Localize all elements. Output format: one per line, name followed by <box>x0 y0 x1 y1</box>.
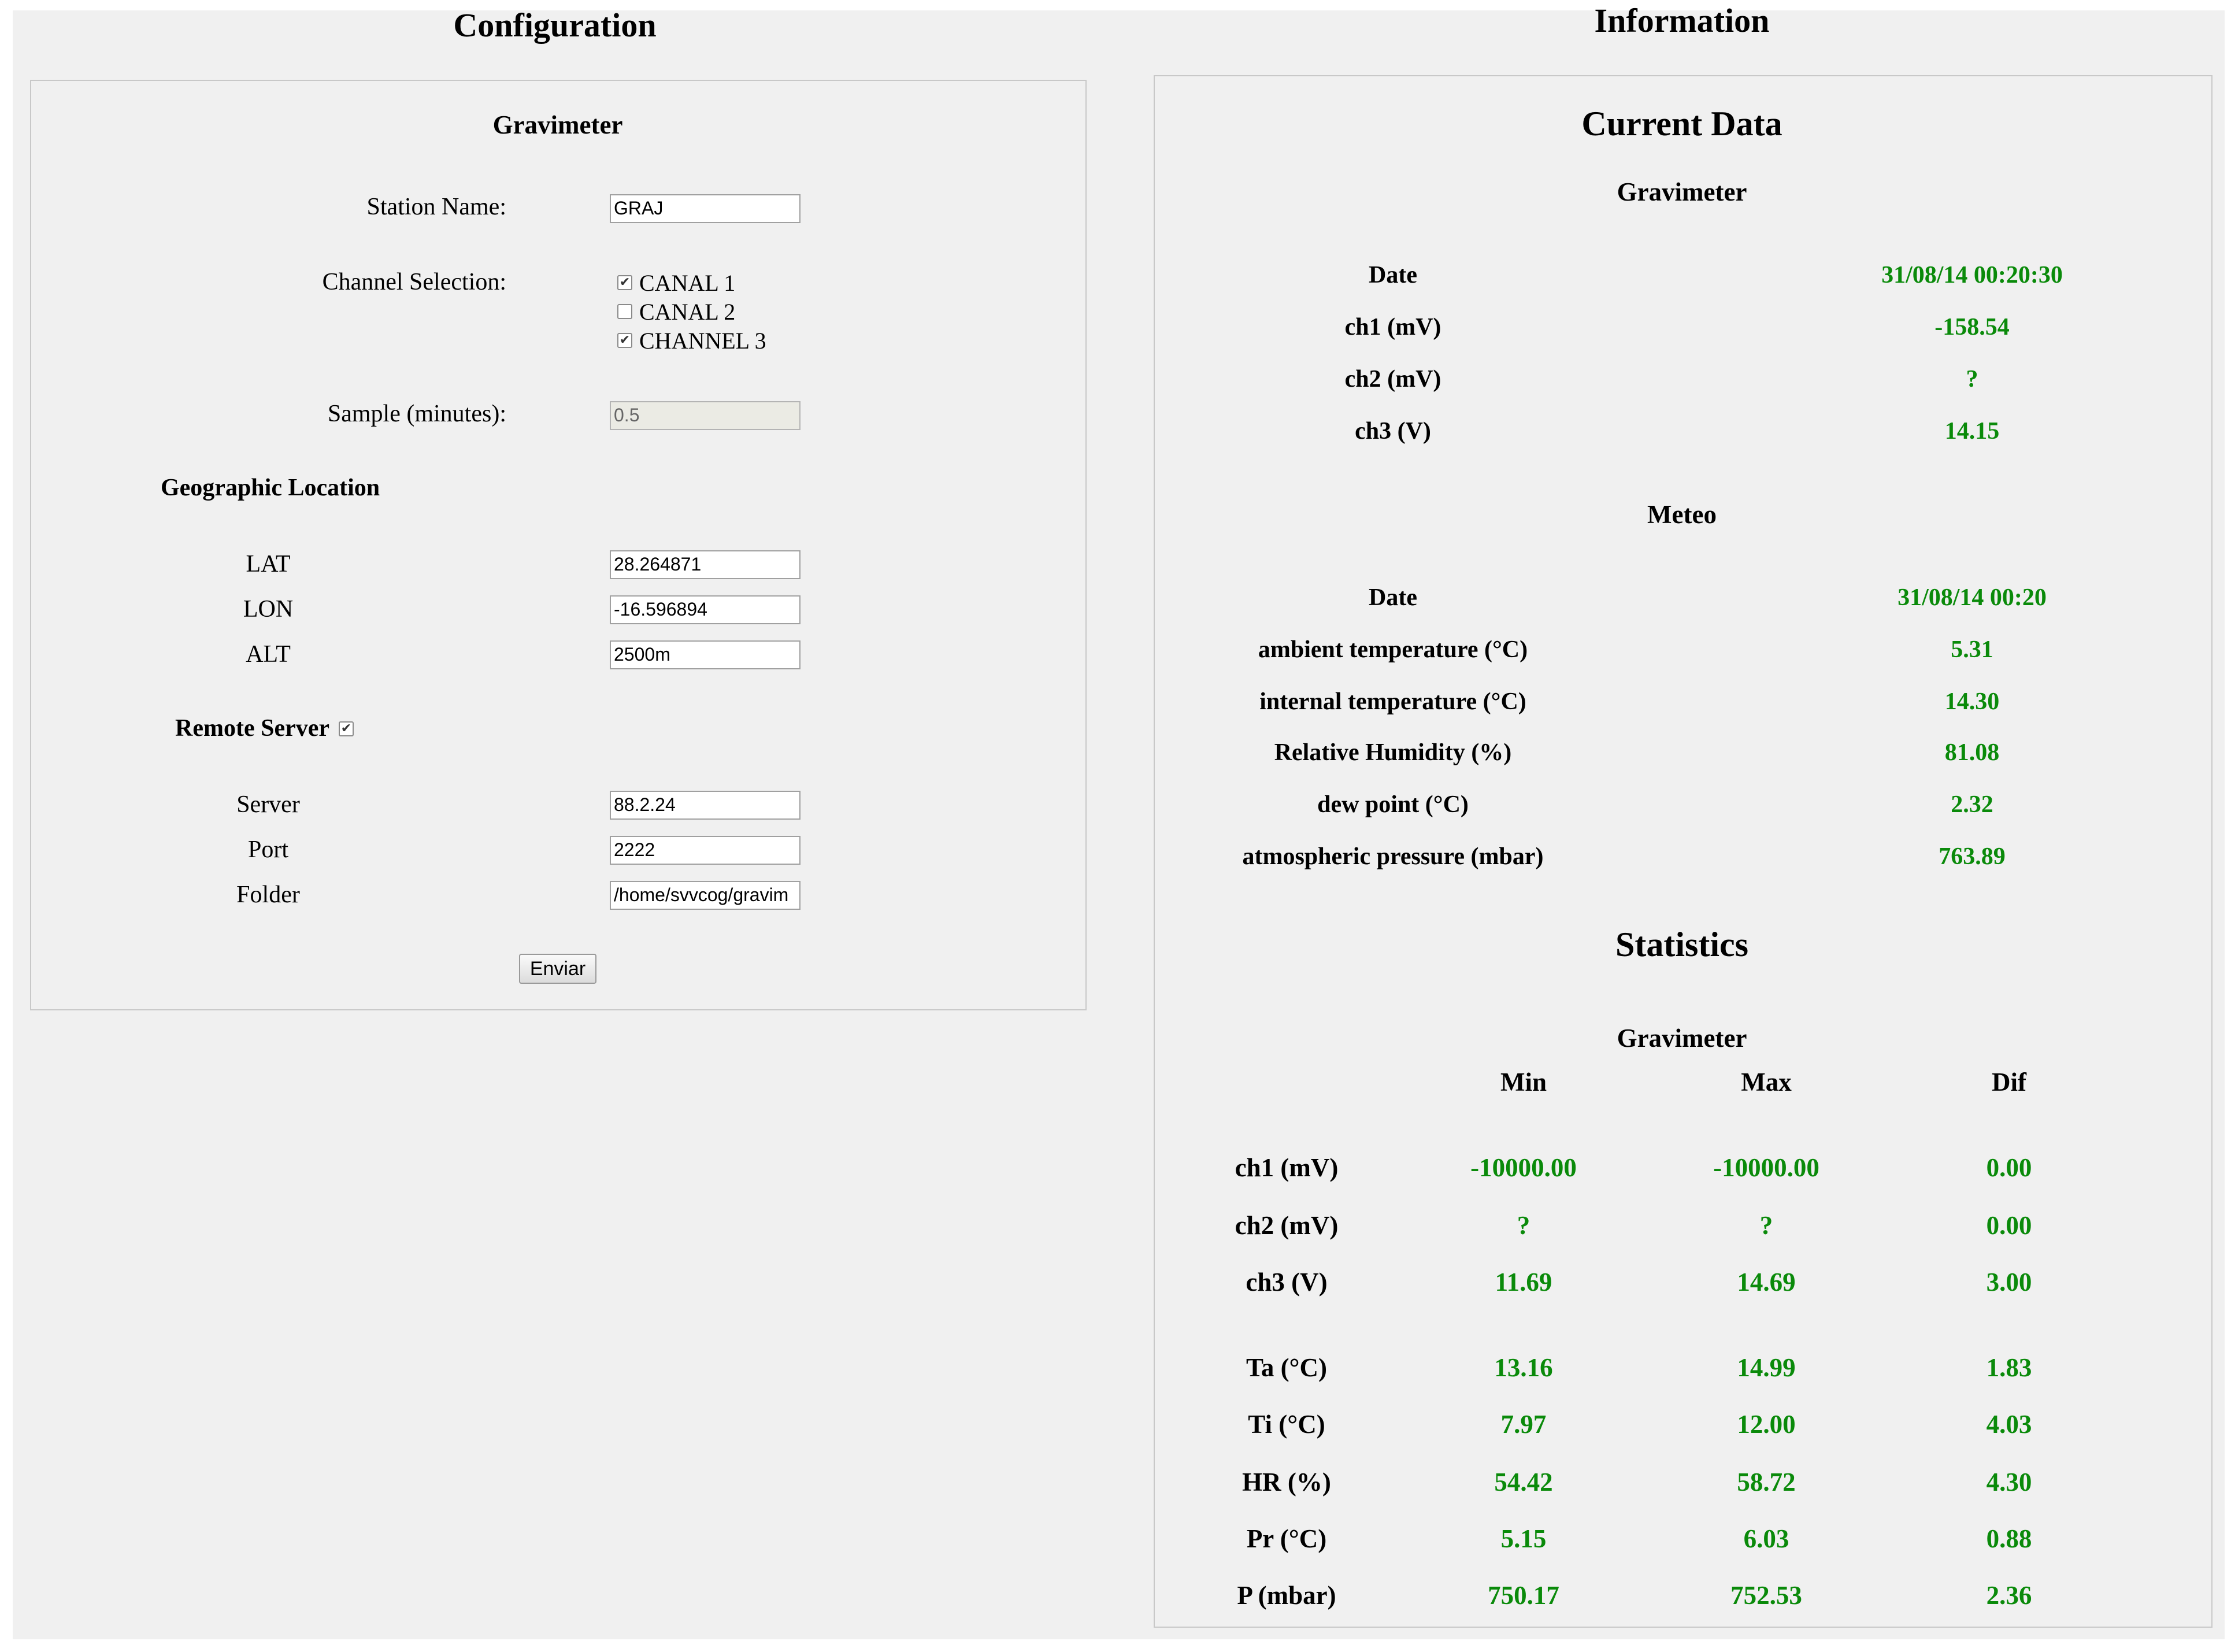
stats-row-min: 750.17 <box>1488 1581 1559 1610</box>
meteo-row-label: Relative Humidity (%) <box>1274 739 1512 766</box>
meteo-row-value: 5.31 <box>1951 636 1993 663</box>
stats-row-max: -10000.00 <box>1713 1153 1819 1182</box>
stats-row-dif: 2.36 <box>1986 1581 2032 1610</box>
stats-row-max: 14.99 <box>1737 1353 1796 1382</box>
stats-row-min: 54.42 <box>1494 1468 1553 1497</box>
stats-row-label: Ta (°C) <box>1246 1353 1328 1382</box>
stats-row-label: ch1 (mV) <box>1235 1153 1339 1182</box>
remote-server-checkbox[interactable]: ✔ <box>339 721 354 736</box>
meteo-row-value: 2.32 <box>1951 791 1993 818</box>
station-name-input[interactable]: GRAJ <box>610 194 801 223</box>
stats-row-max: 14.69 <box>1737 1268 1796 1297</box>
port-label: Port <box>247 836 288 863</box>
channel-label: CHANNEL 3 <box>639 328 766 354</box>
stats-row-label: Pr (°C) <box>1246 1524 1327 1553</box>
stats-row-max: 58.72 <box>1737 1468 1796 1497</box>
meteo-row-value: 14.30 <box>1944 688 2000 715</box>
page-background <box>13 10 2225 1639</box>
configuration-heading: Configuration <box>453 6 657 44</box>
lat-label: LAT <box>246 551 291 577</box>
gravimeter-row-value: 31/08/14 00:20:30 <box>1881 262 2063 288</box>
stats-row-dif: 1.83 <box>1986 1353 2032 1382</box>
stats-row-max: 6.03 <box>1743 1524 1789 1553</box>
geographic-location-title: Geographic Location <box>161 475 380 501</box>
stats-row-label: ch2 (mV) <box>1235 1211 1339 1240</box>
stats-row-max: 12.00 <box>1737 1410 1796 1439</box>
meteo-row-value: 763.89 <box>1939 843 2006 870</box>
current-data-title: Current Data <box>1581 105 1782 143</box>
channel-checkbox[interactable]: ✔ <box>617 333 632 348</box>
stats-row-min: 11.69 <box>1495 1268 1552 1297</box>
gravimeter-row-label: Date <box>1369 262 1417 288</box>
channel-checkbox[interactable] <box>617 304 632 319</box>
gravimeter-row-label: ch1 (mV) <box>1344 314 1441 340</box>
stats-row-min: 7.97 <box>1500 1410 1547 1439</box>
lon-label: LON <box>243 596 294 623</box>
stats-row-max: ? <box>1759 1211 1773 1240</box>
information-panel <box>1154 75 2213 1628</box>
gravimeter-row-value: -158.54 <box>1934 314 2010 340</box>
gravimeter-row-value: ? <box>1966 366 1978 392</box>
lon-input[interactable]: -16.596894 <box>610 595 801 624</box>
meteo-row-value: 31/08/14 00:20 <box>1898 584 2047 611</box>
stats-header-dif: Dif <box>1992 1068 2026 1097</box>
stats-row-label: Ti (°C) <box>1248 1410 1325 1439</box>
meteo-row-value: 81.08 <box>1944 739 2000 766</box>
server-label: Server <box>236 791 300 818</box>
stats-row-label: P (mbar) <box>1237 1581 1336 1610</box>
stats-row-dif: 4.03 <box>1986 1410 2032 1439</box>
stats-row-min: 13.16 <box>1494 1353 1553 1382</box>
channel-label: CANAL 1 <box>639 270 736 296</box>
stats-header-max: Max <box>1741 1068 1792 1097</box>
gravimeter-row-label: ch2 (mV) <box>1344 366 1441 392</box>
stats-row-dif: 0.00 <box>1986 1211 2032 1240</box>
channel-checkbox[interactable]: ✔ <box>617 275 632 290</box>
channel-label: CANAL 2 <box>639 299 736 325</box>
stats-row-label: HR (%) <box>1242 1468 1331 1497</box>
sample-input[interactable]: 0.5 <box>610 401 801 430</box>
config-gravimeter-title: Gravimeter <box>492 110 623 139</box>
sample-label: Sample (minutes): <box>327 401 506 427</box>
stats-row-dif: 3.00 <box>1986 1268 2032 1297</box>
gravimeter-row-value: 14.15 <box>1944 418 2000 445</box>
channel-selection-label: Channel Selection: <box>322 269 506 295</box>
gravimeter-row-label: ch3 (V) <box>1355 418 1431 445</box>
stats-row-label: ch3 (V) <box>1246 1268 1328 1297</box>
stats-header-min: Min <box>1500 1068 1547 1097</box>
stats-row-dif: 0.00 <box>1986 1153 2032 1182</box>
folder-input[interactable]: /home/svvcog/gravim <box>610 881 801 910</box>
remote-server-label: Remote Server <box>175 715 330 742</box>
port-input[interactable]: 2222 <box>610 836 801 865</box>
current-gravimeter-title: Gravimeter <box>1617 177 1747 206</box>
alt-input[interactable]: 2500m <box>610 640 801 669</box>
meteo-row-label: internal temperature (°C) <box>1259 688 1526 715</box>
stats-row-dif: 0.88 <box>1986 1524 2032 1553</box>
meteo-row-label: ambient temperature (°C) <box>1258 636 1528 663</box>
configuration-panel <box>30 80 1087 1010</box>
stats-row-dif: 4.30 <box>1986 1468 2032 1497</box>
submit-button[interactable]: Enviar <box>519 954 596 984</box>
meteo-row-label: Date <box>1369 584 1417 611</box>
folder-label: Folder <box>236 881 300 908</box>
alt-label: ALT <box>246 641 291 668</box>
information-heading: Information <box>1594 2 1770 39</box>
statistics-title: Statistics <box>1615 925 1748 964</box>
meteo-row-label: atmospheric pressure (mbar) <box>1242 843 1544 870</box>
station-name-label: Station Name: <box>366 194 506 220</box>
lat-input[interactable]: 28.264871 <box>610 550 801 579</box>
stats-row-min: -10000.00 <box>1470 1153 1577 1182</box>
stats-row-min: 5.15 <box>1500 1524 1547 1553</box>
stats-row-min: ? <box>1517 1211 1530 1240</box>
meteo-title: Meteo <box>1647 500 1717 529</box>
meteo-row-label: dew point (°C) <box>1317 791 1469 818</box>
stats-row-max: 752.53 <box>1730 1581 1802 1610</box>
server-input[interactable]: 88.2.24 <box>610 791 801 820</box>
statistics-gravimeter-title: Gravimeter <box>1617 1024 1747 1053</box>
